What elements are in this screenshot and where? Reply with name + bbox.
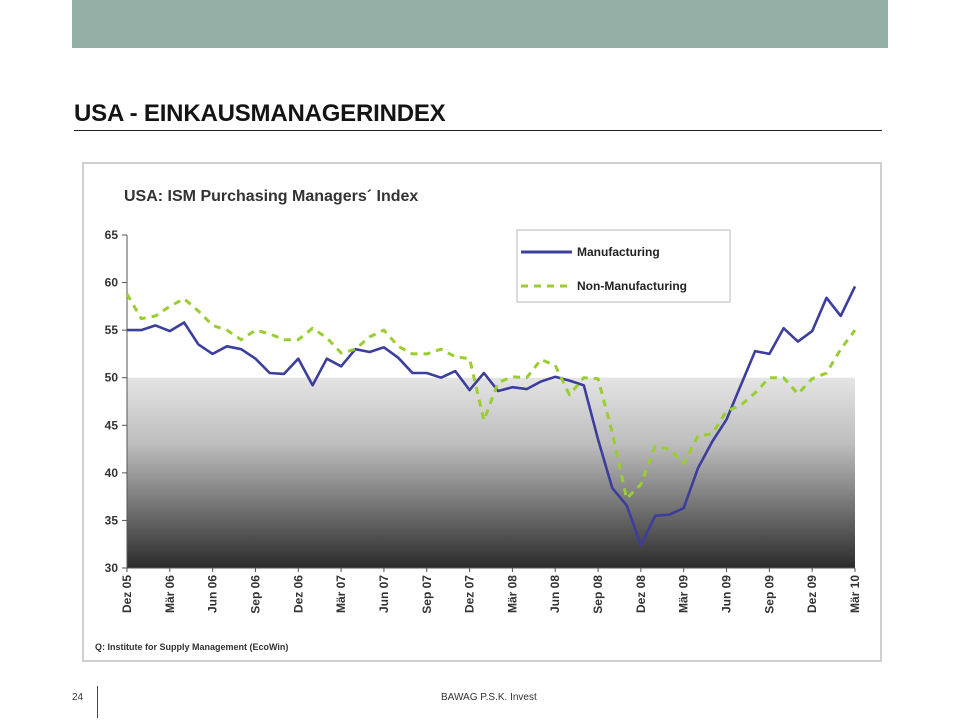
plot-area: 30 35 40 45 50 55 60 65 Dez 05 Mär 06 Jun 06 Sep 06…	[105, 228, 862, 614]
title-underline	[74, 130, 882, 131]
x-tick-label-8: Dez 07	[463, 575, 477, 613]
chart-title: USA: ISM Purchasing Managers´ Index	[124, 188, 418, 205]
x-tick-label-11: Sep 08	[591, 575, 605, 614]
x-tick-label-6: Jun 07	[377, 575, 391, 613]
x-tick-label-12: Dez 08	[634, 575, 648, 613]
x-tick-label-0: Dez 05	[120, 575, 134, 613]
y-tick-label-50: 50	[105, 371, 119, 385]
y-tick-label-35: 35	[105, 513, 119, 527]
pmi-line-chart: USA: ISM Purchasing Managers´ Index 30 35…	[95, 188, 862, 652]
legend-manufacturing-label: Manufacturing	[577, 245, 660, 259]
legend-box	[516, 229, 731, 303]
x-tick-label-15: Sep 09	[762, 575, 776, 614]
y-tick-label-65: 65	[105, 228, 119, 242]
series-line-manufacturing	[127, 285, 857, 547]
series-line-non-manufacturing	[125, 293, 857, 500]
legend-non-manufacturing-label: Non-Manufacturing	[577, 279, 687, 293]
x-tick-label-17: Mär 10	[848, 575, 862, 613]
x-tick-label-2: Jun 06	[206, 575, 220, 613]
page-number: 24	[72, 692, 84, 703]
y-tick-label-40: 40	[105, 466, 119, 480]
x-tick-label-3: Sep 06	[248, 575, 262, 614]
footer-divider	[97, 686, 98, 718]
x-tick-label-10: Jun 08	[548, 575, 562, 613]
x-tick-label-4: Dez 06	[291, 575, 305, 613]
shaded-region-below-50	[127, 377, 855, 568]
x-tick-label-13: Mär 09	[677, 575, 691, 613]
y-tick-label-30: 30	[105, 561, 119, 575]
x-tick-label-16: Dez 09	[805, 575, 819, 613]
slide-title: USA - EINKAUSMANAGERINDEX	[74, 100, 446, 127]
x-tick-label-9: Mär 08	[505, 575, 519, 613]
source-note: Q: Institute for Supply Management (EcoW…	[95, 642, 288, 652]
footer-organization: BAWAG P.S.K. Invest	[441, 692, 537, 703]
x-tick-label-1: Mär 06	[163, 575, 177, 613]
header-band	[72, 0, 888, 48]
y-tick-label-55: 55	[105, 323, 119, 337]
y-tick-label-45: 45	[105, 418, 119, 432]
x-tick-label-5: Mär 07	[334, 575, 348, 613]
y-tick-label-60: 60	[105, 276, 119, 290]
x-tick-label-14: Jun 09	[720, 575, 734, 613]
legend: Manufacturing Non-Manufacturing	[516, 229, 731, 303]
chart-frame: USA: ISM Purchasing Managers´ Index 30 35…	[82, 162, 882, 662]
x-tick-label-7: Sep 07	[420, 575, 434, 614]
